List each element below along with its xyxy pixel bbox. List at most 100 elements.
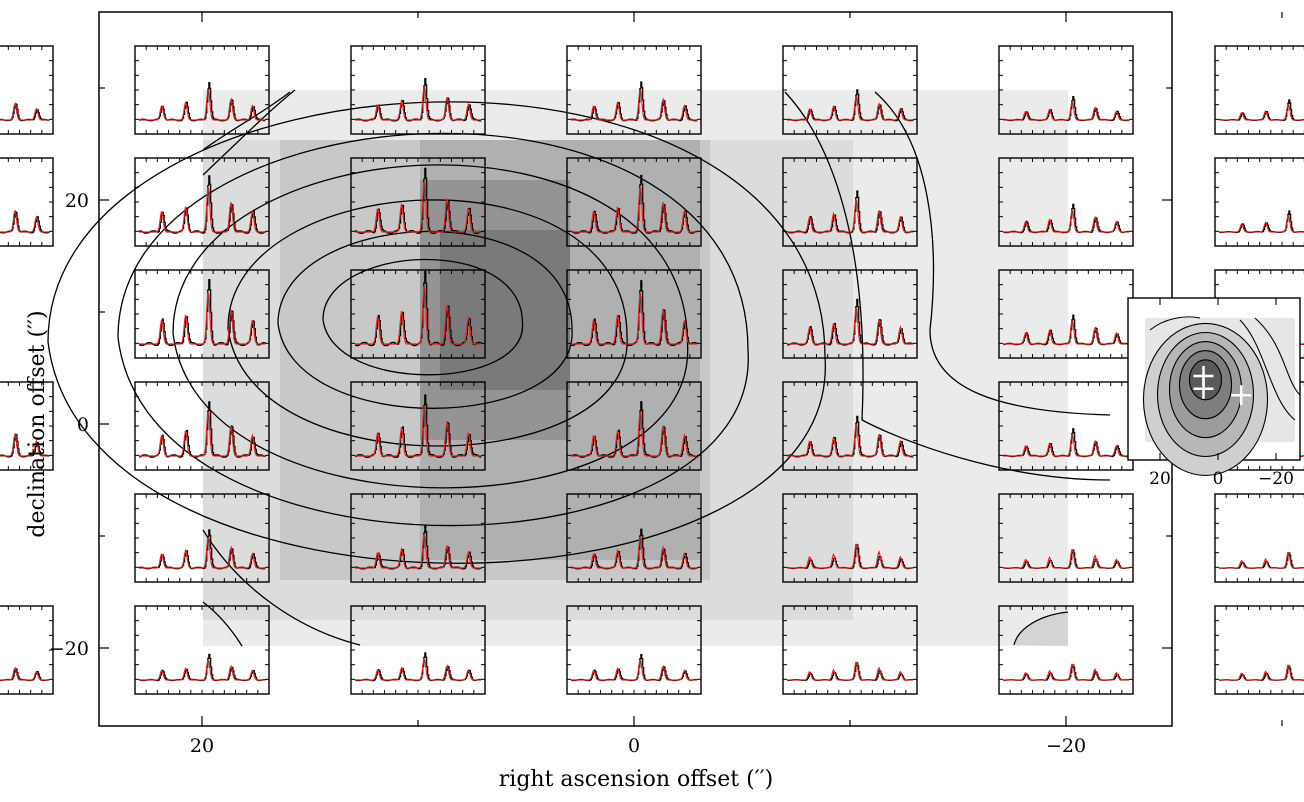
intensity-shading xyxy=(203,90,1068,646)
spectrum-model xyxy=(1003,663,1129,681)
spectrum-box xyxy=(350,45,486,135)
shade-corner-patch xyxy=(1014,612,1068,646)
spectrum-box xyxy=(566,381,702,471)
spectrum-model xyxy=(1219,104,1304,121)
spectrum-model xyxy=(139,293,265,345)
spectrum-model xyxy=(571,537,697,569)
contour-level-2 xyxy=(277,230,573,409)
spectrum-observed xyxy=(355,394,482,458)
spectrum-observed xyxy=(1003,664,1130,681)
spectrum-model xyxy=(571,659,697,681)
spectrum-box xyxy=(1214,493,1304,583)
spectrum-box xyxy=(134,493,270,583)
spectrum-model xyxy=(787,661,913,681)
spectrum-box xyxy=(566,157,702,247)
spectrum-box xyxy=(350,157,486,247)
inset-x-tick-label-20: 20 xyxy=(1149,469,1171,489)
spectrum-box xyxy=(1214,605,1304,695)
shade-level-6 xyxy=(440,230,570,390)
spectrum-observed xyxy=(787,662,914,681)
contour-outer-northwest-2 xyxy=(202,89,296,176)
inset-contour-outer xyxy=(1254,317,1301,396)
spectrum-box xyxy=(134,45,270,135)
contour-outer-northwest xyxy=(202,91,291,151)
spectrum-model xyxy=(355,286,481,345)
spectrum-observed xyxy=(355,167,482,234)
x-tick-label-minus-20: −20 xyxy=(1046,735,1086,757)
spectrum-model xyxy=(0,666,49,681)
inset-x-tick-label-0: 0 xyxy=(1213,469,1224,489)
contour-corner xyxy=(1013,611,1069,646)
spectrum-box xyxy=(566,269,702,359)
spectrum-box xyxy=(998,45,1134,135)
inset-x-tick-label-minus-20: −20 xyxy=(1258,469,1294,489)
spectrum-model xyxy=(355,534,481,569)
y-axis-label: declination offset (′′) xyxy=(25,310,50,537)
spectrum-model xyxy=(1003,433,1129,457)
spectrum-model xyxy=(571,187,697,233)
y-tick-label-20: 20 xyxy=(65,190,89,212)
spectrum-model xyxy=(1003,549,1129,569)
spectrum-model xyxy=(355,182,481,233)
x-axis-label: right ascension offset (′′) xyxy=(499,767,773,792)
spectrum-box xyxy=(782,157,918,247)
y-tick-label-minus-20: −20 xyxy=(49,638,89,660)
x-tick-label-0: 0 xyxy=(628,735,640,757)
spectrum-box xyxy=(998,493,1134,583)
spectrum-observed xyxy=(0,668,50,682)
spectrum-model xyxy=(571,293,697,345)
spectrum-model xyxy=(0,434,49,457)
spectrum-box xyxy=(0,381,54,471)
spectrum-box xyxy=(0,605,54,695)
spectrum-box xyxy=(566,45,702,135)
spectrum-box xyxy=(350,269,486,359)
spectrum-box xyxy=(998,605,1134,695)
spectrum-box xyxy=(782,493,918,583)
spectrum-model xyxy=(787,543,913,569)
spectrum-box xyxy=(566,493,702,583)
spectrum-model xyxy=(139,537,265,569)
spectrum-model xyxy=(1003,101,1129,121)
contour-level-3 xyxy=(227,199,628,447)
spectrum-box xyxy=(0,157,54,247)
spectrum-model xyxy=(1003,209,1129,233)
spectrum-model xyxy=(0,210,49,233)
spectrum-model xyxy=(355,406,481,457)
spectrum-model xyxy=(787,95,913,121)
spectrum-box xyxy=(134,157,270,247)
spectrum-model xyxy=(571,411,697,457)
spectrum-box xyxy=(1214,45,1304,135)
spectrum-model xyxy=(1219,215,1304,233)
spectrum-box xyxy=(782,381,918,471)
spectrum-frame xyxy=(1214,45,1304,135)
spectrum-observed xyxy=(0,211,50,234)
contour-outer-east xyxy=(784,91,1111,481)
spectrum-observed xyxy=(139,653,266,682)
spectrum-model xyxy=(139,187,265,233)
spectrum-model xyxy=(355,86,481,121)
spectrum-box xyxy=(0,45,54,135)
contour-level-4 xyxy=(172,164,689,489)
spectrum-box xyxy=(782,45,918,135)
spectrum-model xyxy=(1219,552,1304,569)
spectrum-box xyxy=(350,605,486,695)
spectrum-model xyxy=(139,411,265,457)
spectrum-box xyxy=(134,605,270,695)
y-tick-label-0: 0 xyxy=(77,414,89,436)
spectrum-model xyxy=(787,423,913,457)
spectrum-box xyxy=(782,605,918,695)
spectrum-box xyxy=(350,493,486,583)
spectrum-observed xyxy=(0,103,50,122)
spectra-grid xyxy=(0,45,1304,695)
spectrum-observed xyxy=(355,652,481,682)
spectrum-model xyxy=(139,89,265,121)
spectrum-box xyxy=(134,381,270,471)
inset-contour-outer xyxy=(1149,316,1201,331)
spectrum-box xyxy=(566,605,702,695)
spectrum-box xyxy=(998,157,1134,247)
spectrum-model xyxy=(1219,664,1304,681)
spectrum-box xyxy=(782,269,918,359)
spectrum-observed xyxy=(571,174,698,234)
spectrum-model xyxy=(787,307,913,345)
